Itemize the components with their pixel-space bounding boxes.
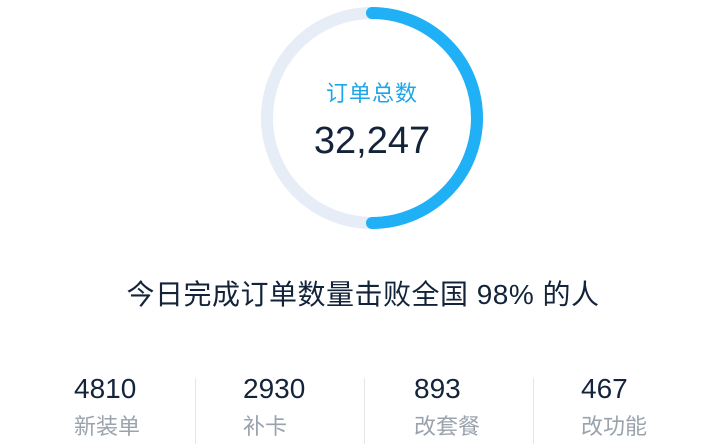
stat-label: 改套餐 xyxy=(414,414,481,439)
stat-value: 893 xyxy=(414,373,461,404)
gauge-progress-arc xyxy=(366,7,483,229)
stat-divider xyxy=(364,378,365,444)
stat-replacement-card: 2930 补卡 xyxy=(243,372,305,444)
gauge-center: 订单总数 32,247 xyxy=(256,2,488,234)
stat-change-plan: 893 改套餐 xyxy=(414,372,480,444)
gauge-label: 订单总数 xyxy=(325,81,418,106)
stat-value: 2930 xyxy=(243,373,306,404)
stat-divider xyxy=(195,378,196,444)
stat-new-install: 4810 新装单 xyxy=(74,372,140,444)
gauge-ring xyxy=(261,7,483,229)
ranking-summary: 今日完成订单数量击败全国 98% 的人 xyxy=(126,279,600,310)
gauge-value: 32,247 xyxy=(313,120,431,162)
stat-label: 新装单 xyxy=(74,414,141,439)
stat-value: 467 xyxy=(581,373,628,404)
order-total-gauge: 订单总数 32,247 xyxy=(256,2,488,234)
stat-change-feature: 467 改功能 xyxy=(581,372,647,444)
stat-label: 改功能 xyxy=(581,414,648,439)
stat-label: 补卡 xyxy=(243,414,288,439)
stat-value: 4810 xyxy=(74,373,137,404)
stats-row: 4810 新装单 2930 补卡 893 改套餐 467 改功能 xyxy=(0,372,726,444)
stat-divider xyxy=(533,378,534,444)
